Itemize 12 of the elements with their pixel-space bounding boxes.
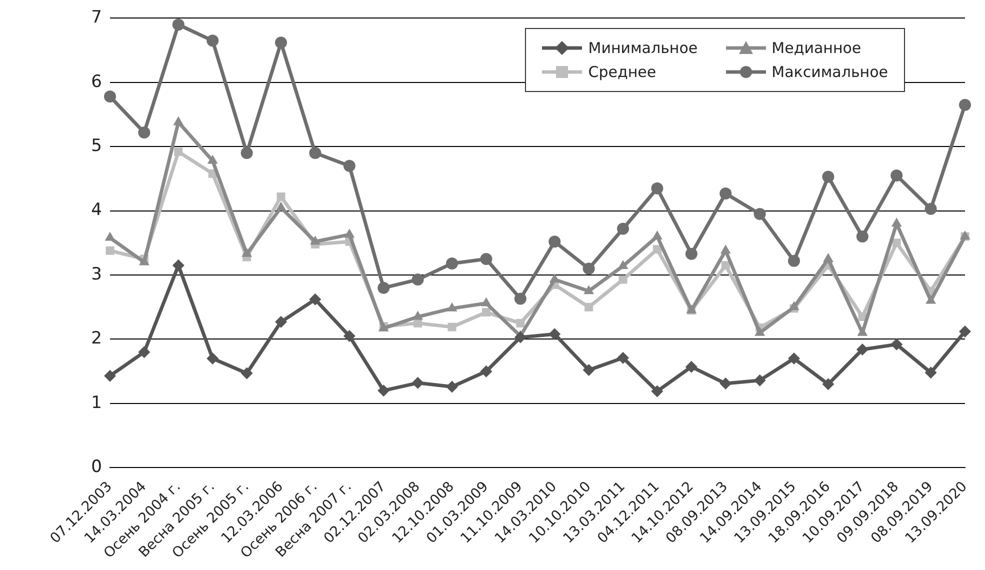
y-tick-label: 2 — [91, 328, 102, 349]
y-tick-label: 5 — [91, 136, 102, 156]
y-tick-label: 7 — [91, 8, 102, 28]
y-tick-label: 1 — [91, 392, 102, 413]
y-tick-label: 0 — [91, 457, 102, 478]
legend-label: Максимальное — [772, 63, 888, 82]
legend-label: Минимальное — [588, 39, 698, 58]
y-tick-label: 3 — [91, 264, 102, 284]
y-tick-label: 4 — [91, 200, 102, 220]
legend-label: Среднее — [588, 63, 656, 82]
legend-label: Медианное — [772, 39, 862, 58]
y-tick-label: 6 — [91, 72, 102, 92]
